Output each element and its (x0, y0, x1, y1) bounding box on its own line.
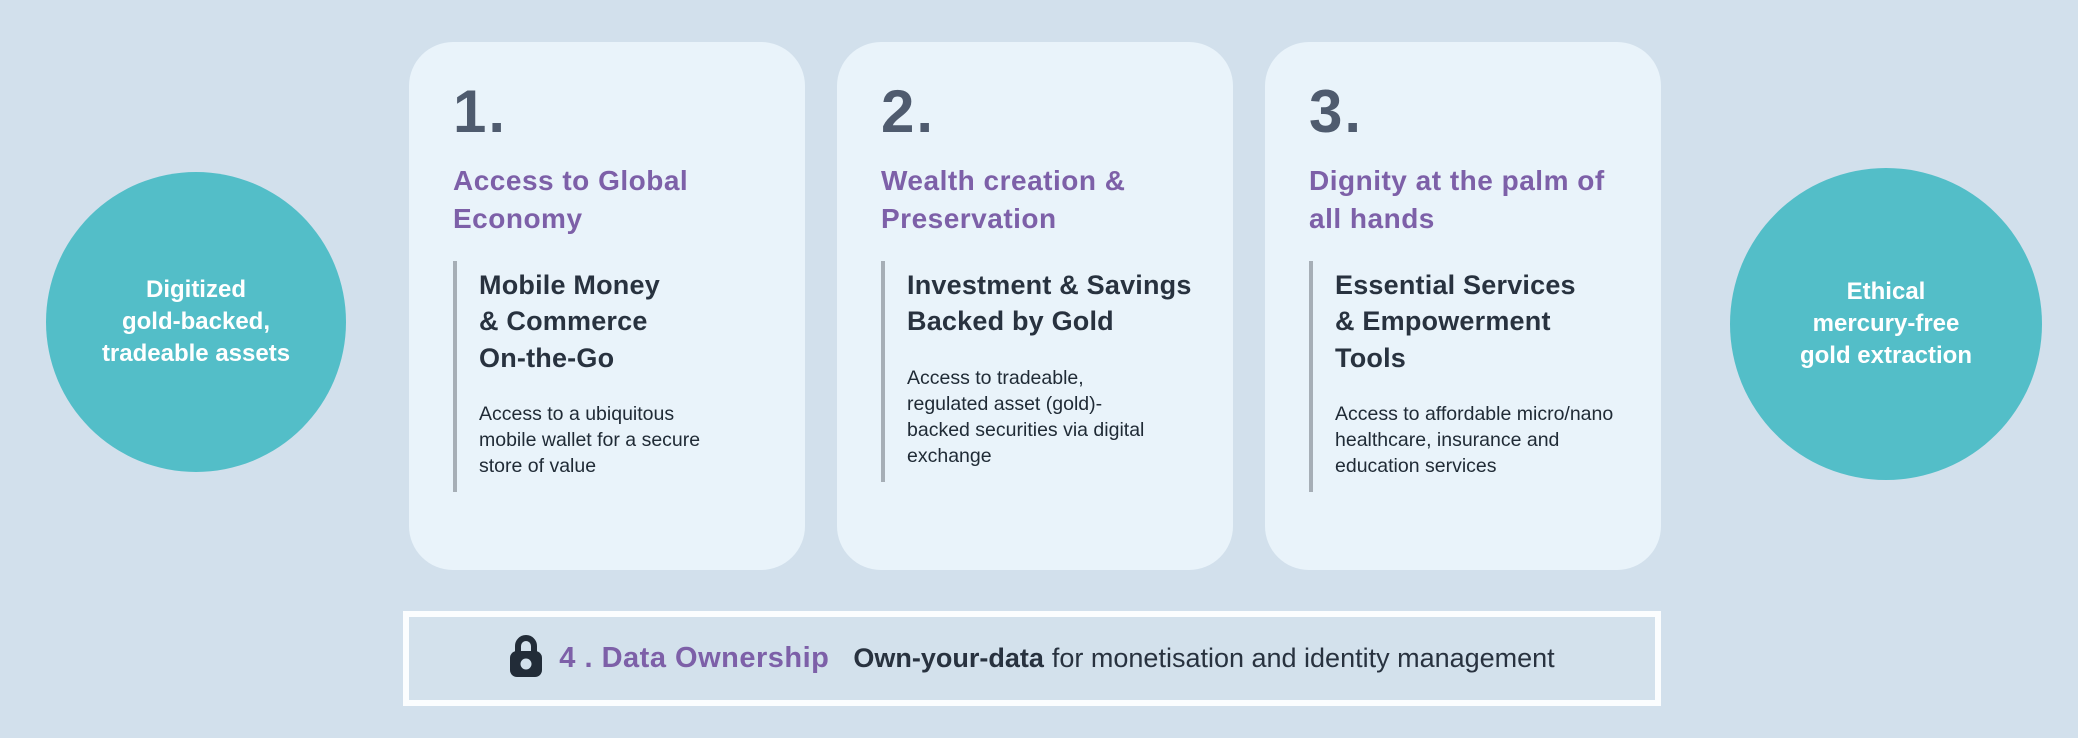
lock-icon (509, 634, 543, 683)
card-title: Wealth creation & Preservation (881, 165, 1126, 234)
pillar-cards-row: 1. Access to Global Economy Mobile Money… (409, 42, 1661, 570)
card-number: 2. (881, 78, 936, 145)
card-section: Investment & Savings Backed by Gold Acce… (881, 261, 1193, 482)
card-subtitle: Essential Services & Empowerment Tools (1335, 270, 1576, 373)
card-body: Access to tradeable, regulated asset (go… (907, 366, 1145, 467)
card-access-to-global-economy: 1. Access to Global Economy Mobile Money… (409, 42, 805, 570)
card-number: 1. (453, 78, 508, 145)
card-wealth-creation: 2. Wealth creation & Preservation Invest… (837, 42, 1233, 570)
card-subtitle: Investment & Savings Backed by Gold (907, 270, 1192, 337)
card-subtitle: Mobile Money & Commerce On-the-Go (479, 270, 660, 373)
card-body: Access to affordable micro/nano healthca… (1335, 403, 1614, 478)
card-section: Mobile Money & Commerce On-the-Go Access… (453, 261, 765, 493)
card-title: Dignity at the palm of all hands (1309, 165, 1605, 234)
right-circle: Ethical mercury-free gold extraction (1730, 168, 2042, 480)
data-ownership-banner: 4 . Data Ownership Own-your-data for mon… (403, 611, 1661, 706)
banner-heading: 4 . Data Ownership (559, 642, 830, 674)
left-circle: Digitized gold-backed, tradeable assets (46, 172, 346, 472)
right-circle-label: Ethical mercury-free gold extraction (1799, 278, 1973, 369)
card-title: Access to Global Economy (453, 165, 689, 234)
left-circle-label: Digitized gold-backed, tradeable assets (101, 276, 291, 367)
banner-bold-text: Own-your-data (853, 643, 1044, 673)
card-number: 3. (1309, 78, 1364, 145)
card-section: Essential Services & Empowerment Tools A… (1309, 261, 1621, 493)
banner-rest-text: for monetisation and identity management (1051, 643, 1555, 673)
card-dignity: 3. Dignity at the palm of all hands Esse… (1265, 42, 1661, 570)
card-body: Access to a ubiquitous mobile wallet for… (479, 403, 701, 478)
